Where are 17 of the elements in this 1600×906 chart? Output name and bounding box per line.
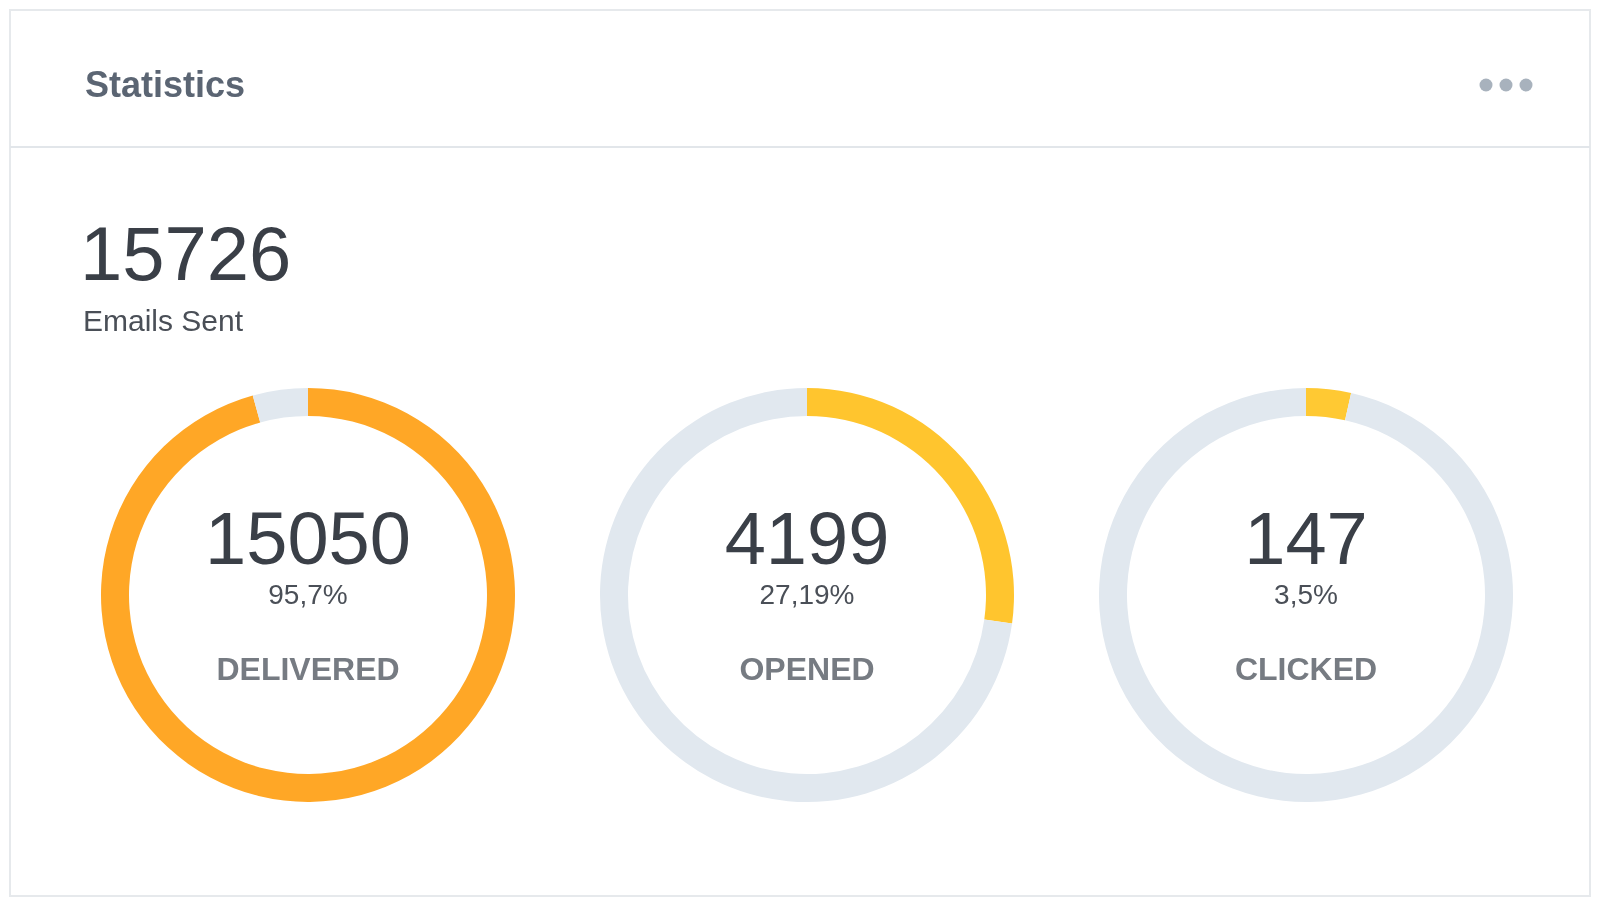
text: 4199 — [724, 497, 890, 580]
text: Emails Sent — [83, 304, 244, 337]
text: 15726 — [80, 211, 292, 296]
text: 147 — [1244, 497, 1368, 580]
text: Statistics — [85, 64, 246, 105]
text: DELIVERED — [216, 651, 400, 687]
data-label: 95,7% — [268, 579, 348, 610]
donut-slice — [600, 388, 1013, 802]
text: 15050 — [205, 497, 411, 580]
donut-slice — [1099, 388, 1513, 802]
text: OPENED — [739, 651, 875, 687]
data-label: 3,5% — [1274, 579, 1338, 610]
text: CLICKED — [1234, 651, 1378, 687]
donut-slice — [101, 388, 515, 802]
donut-slice — [1306, 388, 1352, 421]
donut-slice — [252, 388, 308, 423]
data-label: 27,19% — [759, 579, 855, 610]
